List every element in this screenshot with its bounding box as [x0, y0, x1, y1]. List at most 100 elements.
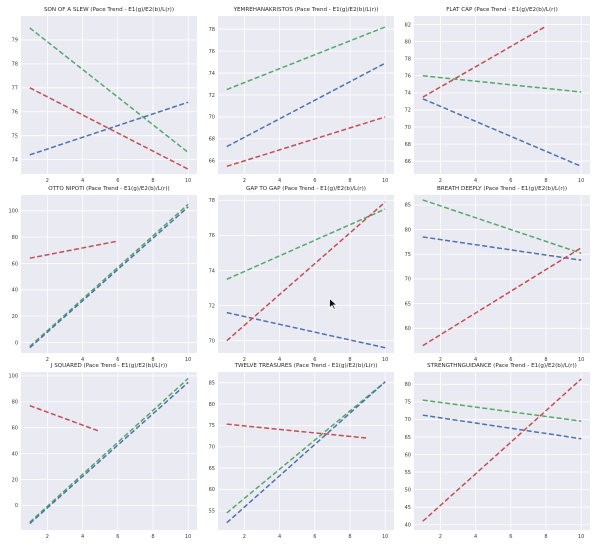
- series-line-e2: [422, 236, 582, 261]
- x-tick-label: 10: [578, 534, 584, 540]
- y-tick-label: 20: [12, 314, 18, 320]
- x-tick-label: 8: [544, 357, 547, 363]
- y-tick-label: 55: [405, 470, 411, 476]
- y-tick-label: 72: [209, 303, 215, 309]
- series-line-e2: [226, 381, 386, 524]
- y-tick-label: 65: [405, 435, 411, 441]
- series-line-e2: [29, 101, 189, 156]
- y-tick-label: 75: [12, 133, 18, 139]
- y-tick-label: 50: [405, 487, 411, 493]
- chart-panel: 2 4 6 8 10 60 65 70 75 80 85 BREATH DEEPLY (Pace Tr…: [405, 186, 590, 363]
- series-line-e1: [422, 75, 582, 93]
- y-tick-label: 76: [405, 74, 411, 80]
- x-tick-label: 10: [185, 178, 191, 184]
- y-tick-label: 70: [405, 125, 411, 131]
- chart-title: STRENGTHNGUIDANCE (Pace Trend - E1(g)/E2…: [427, 363, 577, 369]
- y-tick-label: 60: [12, 425, 18, 431]
- x-tick-label: 6: [116, 357, 119, 363]
- x-tick-label: 8: [151, 178, 154, 184]
- y-tick-label: 74: [405, 91, 411, 97]
- x-tick-label: 6: [509, 534, 512, 540]
- y-tick-label: 60: [405, 326, 411, 332]
- x-tick-label: 4: [81, 357, 84, 363]
- y-tick-label: 72: [405, 108, 411, 114]
- y-tick-label: 80: [405, 39, 411, 45]
- y-tick-label: 70: [209, 339, 215, 345]
- y-tick-label: 65: [405, 301, 411, 307]
- x-tick-label: 10: [578, 178, 584, 184]
- plot-area: [414, 195, 590, 353]
- y-tick-label: 82: [405, 22, 411, 28]
- x-tick-label: 10: [382, 357, 388, 363]
- series-line-l: [422, 25, 547, 98]
- y-tick-label: 40: [405, 523, 411, 529]
- y-tick-label: 79: [12, 38, 18, 44]
- plot-area: [21, 195, 197, 353]
- x-tick-label: 4: [81, 178, 84, 184]
- x-tick-label: 10: [382, 178, 388, 184]
- series-line-l: [226, 116, 386, 168]
- y-tick-label: 60: [12, 261, 18, 267]
- x-tick-label: 8: [544, 534, 547, 540]
- x-tick-label: 10: [185, 534, 191, 540]
- y-tick-label: 80: [405, 382, 411, 388]
- y-tick-label: 78: [12, 62, 18, 68]
- plot-area: [414, 16, 590, 174]
- chart-panel: 2 4 6 8 10 70 72 74 76 78 GAP TO GAP (Pace Trend -…: [209, 186, 394, 363]
- y-tick-label: 66: [405, 159, 411, 165]
- series-line-e1: [422, 399, 582, 422]
- plot-area: [21, 16, 197, 174]
- series-line-e2: [29, 381, 189, 525]
- series-line-e1: [29, 203, 189, 347]
- y-tick-label: 68: [405, 142, 411, 148]
- y-tick-label: 80: [12, 235, 18, 241]
- y-tick-label: 75: [405, 252, 411, 258]
- plot-area: [218, 195, 394, 353]
- y-tick-label: 80: [209, 402, 215, 408]
- x-tick-label: 2: [243, 534, 246, 540]
- y-tick-label: 75: [405, 400, 411, 406]
- x-tick-label: 6: [313, 357, 316, 363]
- y-tick-label: 68: [209, 137, 215, 143]
- series-line-e2: [422, 98, 582, 168]
- y-tick-label: 55: [209, 509, 215, 515]
- y-tick-label: 40: [12, 451, 18, 457]
- x-tick-label: 2: [46, 357, 49, 363]
- y-tick-label: 85: [405, 203, 411, 209]
- y-tick-label: 75: [209, 423, 215, 429]
- chart-title: BREATH DEEPLY (Pace Trend - E1(g)/E2(b)/…: [437, 186, 567, 192]
- series-line-e1: [226, 381, 386, 514]
- y-tick-label: 74: [12, 157, 18, 163]
- series-line-e1: [226, 208, 386, 280]
- y-tick-label: 78: [405, 57, 411, 63]
- chart-title: SON OF A SLEW (Pace Trend - E1(g)/E2(b)/…: [44, 7, 174, 13]
- x-tick-label: 4: [474, 357, 477, 363]
- y-tick-label: 65: [209, 466, 215, 472]
- x-tick-label: 6: [313, 534, 316, 540]
- series-line-e1: [422, 199, 582, 254]
- y-tick-label: 74: [209, 71, 215, 77]
- series-line-l: [29, 404, 101, 433]
- y-tick-label: 70: [405, 277, 411, 283]
- y-tick-label: 0: [15, 503, 18, 509]
- series-line-e2: [422, 414, 582, 440]
- y-tick-label: 78: [209, 198, 215, 204]
- x-tick-label: 2: [46, 534, 49, 540]
- y-tick-label: 70: [209, 115, 215, 121]
- x-tick-label: 6: [116, 534, 119, 540]
- chart-title: J SQUARED (Pace Trend - E1(g)/E2(b)/L(r)…: [50, 363, 167, 369]
- x-tick-label: 6: [509, 357, 512, 363]
- y-tick-label: 78: [209, 27, 215, 33]
- y-tick-label: 74: [209, 268, 215, 274]
- series-line-e1: [29, 27, 189, 154]
- chart-panel: 2 4 6 8 10 74 75 76 77 78 79 SON OF A SLEW (Pace Tr…: [12, 7, 197, 184]
- x-tick-label: 2: [439, 534, 442, 540]
- chart-title: TWELVE TREASURES (Pace Trend - E1(g)/E2(…: [234, 363, 378, 369]
- y-tick-label: 77: [12, 86, 18, 92]
- y-tick-label: 40: [12, 288, 18, 294]
- y-tick-label: 70: [209, 445, 215, 451]
- x-tick-label: 4: [278, 534, 281, 540]
- x-tick-label: 8: [348, 178, 351, 184]
